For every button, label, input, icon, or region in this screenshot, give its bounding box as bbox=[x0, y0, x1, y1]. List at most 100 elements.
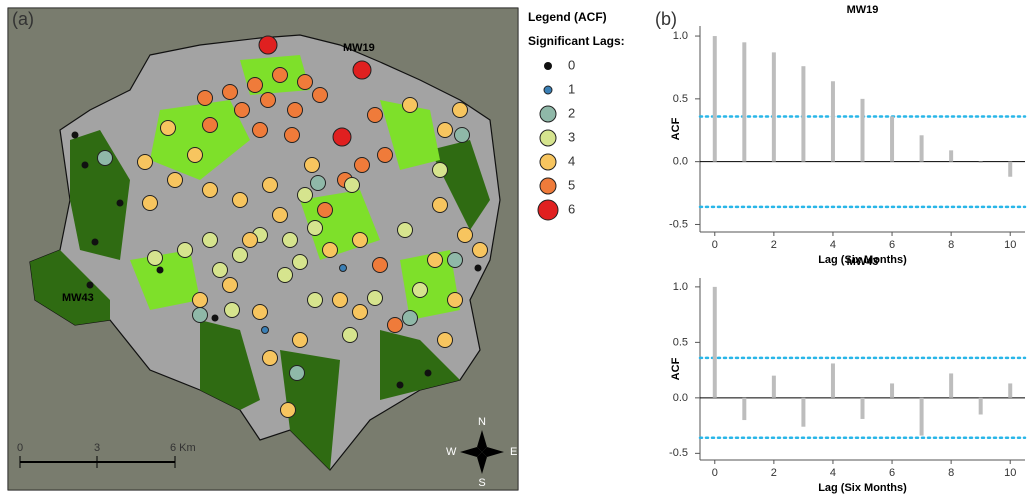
acf-bar bbox=[742, 42, 746, 161]
well-label: MW43 bbox=[62, 292, 94, 304]
well-dot bbox=[308, 221, 323, 236]
well-dot bbox=[333, 293, 348, 308]
x-tick-label: 6 bbox=[889, 239, 895, 251]
well-dot bbox=[318, 203, 333, 218]
well-dot bbox=[368, 291, 383, 306]
y-tick-label: 1.0 bbox=[673, 281, 688, 293]
well-dot bbox=[273, 208, 288, 223]
well-dot bbox=[340, 265, 347, 272]
y-tick-label: 0.5 bbox=[673, 93, 688, 105]
well-dot bbox=[345, 178, 360, 193]
well-dot bbox=[263, 178, 278, 193]
well-dot bbox=[157, 267, 164, 274]
well-label: MW19 bbox=[343, 42, 375, 54]
well-dot bbox=[433, 163, 448, 178]
well-dot bbox=[212, 315, 219, 322]
well-dot bbox=[353, 305, 368, 320]
well-dot bbox=[263, 351, 278, 366]
well-dot bbox=[288, 103, 303, 118]
compass-label: N bbox=[478, 416, 486, 428]
x-tick-label: 4 bbox=[830, 239, 836, 251]
x-tick-label: 8 bbox=[948, 239, 954, 251]
well-dot bbox=[403, 98, 418, 113]
well-dot bbox=[262, 327, 269, 334]
well-dot bbox=[313, 88, 328, 103]
well-dot bbox=[261, 93, 276, 108]
well-dot bbox=[203, 233, 218, 248]
well-dot bbox=[293, 333, 308, 348]
acf-bar bbox=[1008, 162, 1012, 177]
legend-title: Legend (ACF) bbox=[528, 10, 607, 24]
well-dot bbox=[308, 293, 323, 308]
well-dot bbox=[72, 132, 79, 139]
acf-bar bbox=[742, 398, 746, 420]
well-dot bbox=[203, 118, 218, 133]
well-dot bbox=[455, 128, 470, 143]
panel-label: (a) bbox=[12, 9, 34, 29]
well-dot bbox=[398, 223, 413, 238]
acf-bar bbox=[861, 99, 865, 162]
well-dot bbox=[213, 263, 228, 278]
well-dot bbox=[285, 128, 300, 143]
well-dot bbox=[311, 176, 326, 191]
legend-label: 4 bbox=[568, 153, 575, 168]
legend-label: 1 bbox=[568, 81, 575, 96]
well-dot bbox=[290, 366, 305, 381]
well-dot bbox=[368, 108, 383, 123]
well-dot bbox=[161, 121, 176, 136]
acf-bar bbox=[831, 81, 835, 161]
well-dot bbox=[243, 233, 258, 248]
well-dot bbox=[278, 268, 293, 283]
well-dot bbox=[283, 233, 298, 248]
figure: (a) (b) MW19 MW43 Legend (ACF) Significa… bbox=[0, 0, 1033, 498]
x-tick-label: 10 bbox=[1004, 239, 1016, 251]
acf-bar bbox=[861, 398, 865, 419]
well-dot bbox=[438, 123, 453, 138]
scale-label: 6 Km bbox=[170, 442, 196, 454]
x-tick-label: 8 bbox=[948, 467, 954, 479]
well-dot bbox=[223, 85, 238, 100]
well-dot bbox=[293, 255, 308, 270]
well-dot bbox=[193, 293, 208, 308]
well-dot bbox=[475, 265, 482, 272]
well-dot bbox=[433, 198, 448, 213]
legend-swatch bbox=[540, 106, 556, 122]
legend-label: 2 bbox=[568, 105, 575, 120]
compass-label: S bbox=[478, 477, 485, 489]
x-tick-label: 2 bbox=[771, 467, 777, 479]
well-dot bbox=[473, 243, 488, 258]
chart-title: MW43 bbox=[847, 256, 879, 268]
well-dot bbox=[168, 173, 183, 188]
well-dot bbox=[343, 328, 358, 343]
acf-bar bbox=[831, 363, 835, 397]
well-dot bbox=[82, 162, 89, 169]
legend-subtitle: Significant Lags: bbox=[528, 34, 625, 48]
x-tick-label: 6 bbox=[889, 467, 895, 479]
acf-bar bbox=[890, 116, 894, 161]
well-dot bbox=[353, 233, 368, 248]
x-tick-label: 10 bbox=[1004, 467, 1016, 479]
well-dot bbox=[273, 68, 288, 83]
acf-bar bbox=[920, 135, 924, 161]
x-tick-label: 4 bbox=[830, 467, 836, 479]
x-axis-label: Lag (Six Months) bbox=[818, 482, 907, 494]
x-tick-label: 2 bbox=[771, 239, 777, 251]
acf-bar bbox=[979, 398, 983, 415]
legend-label: 3 bbox=[568, 129, 575, 144]
well-dot bbox=[388, 318, 403, 333]
well-dot bbox=[235, 103, 250, 118]
y-tick-label: 0.0 bbox=[673, 156, 688, 168]
y-tick-label: 1.0 bbox=[673, 30, 688, 42]
legend-swatch bbox=[540, 130, 556, 146]
well-dot bbox=[117, 200, 124, 207]
x-tick-label: 0 bbox=[712, 239, 718, 251]
well-dot bbox=[225, 303, 240, 318]
acf-bar bbox=[979, 162, 983, 163]
well-dot bbox=[448, 253, 463, 268]
well-dot bbox=[143, 196, 158, 211]
well-dot bbox=[428, 253, 443, 268]
scale-label: 3 bbox=[94, 442, 100, 454]
well-dot bbox=[373, 258, 388, 273]
acf-bar bbox=[713, 287, 717, 398]
well-dot bbox=[403, 311, 418, 326]
